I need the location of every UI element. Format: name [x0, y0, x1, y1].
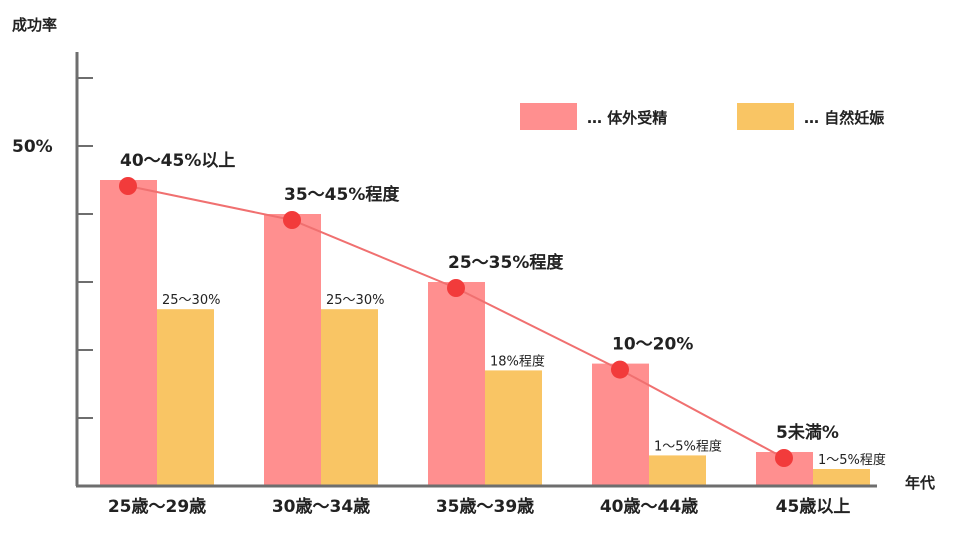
- bar-ivf: [264, 214, 321, 486]
- bar-ivf: [428, 282, 485, 486]
- bar-ivf: [100, 180, 157, 486]
- category-label: 35歳〜39歳: [436, 496, 534, 517]
- category-label: 30歳〜34歳: [272, 496, 370, 517]
- ivf-trend-point: [447, 279, 465, 297]
- bars-group: [100, 180, 870, 486]
- natural-value-label: 1〜5%程度: [818, 452, 886, 468]
- legend-label: … 自然妊娠: [804, 109, 885, 127]
- natural-value-label: 25〜30%: [162, 293, 220, 308]
- bar-natural: [813, 469, 870, 486]
- legend-swatch: [520, 103, 577, 130]
- trend-line-group: [119, 177, 793, 467]
- bar-ivf: [592, 363, 649, 486]
- category-label: 45歳以上: [776, 496, 851, 517]
- bar-natural: [485, 370, 542, 486]
- category-labels-group: 25歳〜29歳 30歳〜34歳 35歳〜39歳 40歳〜44歳 45歳以上: [108, 496, 851, 517]
- y-tick-label-50: 50%: [12, 137, 53, 157]
- x-axis-label: 年代: [905, 474, 935, 492]
- ivf-value-label: 40〜45%以上: [120, 151, 235, 171]
- bar-natural: [321, 309, 378, 486]
- legend-label: … 体外受精: [587, 109, 667, 127]
- y-axis-ticks: [77, 77, 93, 419]
- category-label: 25歳〜29歳: [108, 496, 206, 517]
- natural-value-label: 1〜5%程度: [654, 438, 722, 454]
- ivf-value-label: 5未満%: [776, 422, 839, 443]
- natural-value-label: 18%程度: [490, 353, 545, 369]
- bar-natural: [649, 455, 706, 486]
- ivf-trend-point: [283, 211, 301, 229]
- ivf-value-label: 35〜45%程度: [284, 184, 400, 205]
- legend: … 体外受精 … 自然妊娠: [520, 103, 885, 130]
- ivf-trend-point: [775, 449, 793, 467]
- category-label: 40歳〜44歳: [600, 496, 698, 517]
- ivf-value-label: 25〜35%程度: [448, 252, 564, 273]
- legend-swatch: [737, 103, 794, 130]
- bar-natural: [157, 309, 214, 486]
- ivf-trend-point: [611, 360, 629, 379]
- ivf-value-label: 10〜20%: [612, 335, 693, 355]
- data-labels-group: 25〜30% 25〜30% 18%程度 1〜5%程度 1〜5%程度 40〜45%以上 35〜…: [120, 151, 886, 468]
- natural-value-label: 25〜30%: [326, 293, 384, 308]
- y-axis-label: 成功率: [12, 16, 57, 34]
- ivf-trend-point: [119, 177, 137, 195]
